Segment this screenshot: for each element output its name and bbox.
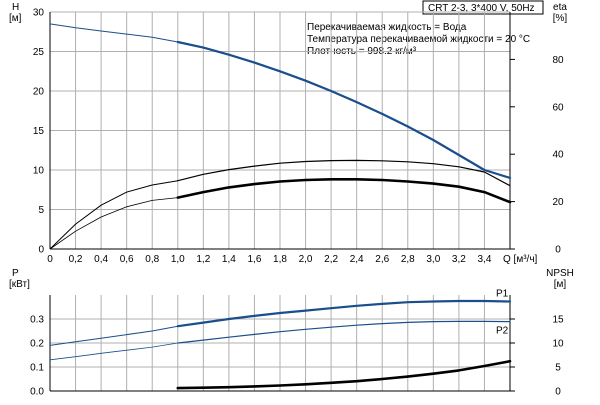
series-0-1-line (177, 159, 511, 187)
series-p1-line-thin (49, 325, 178, 346)
right-axis-name: NPSH (546, 268, 574, 279)
x-tick-label: 3,0 (426, 254, 440, 265)
left-tick-label: 0.1 (30, 363, 44, 374)
left-axis-name: H (12, 2, 19, 13)
right-tick-label: 0 (555, 245, 561, 256)
x-axis-label: Q [м³/ч] (503, 254, 538, 265)
left-tick-label: 25 (33, 47, 45, 58)
x-tick-label: 1,2 (196, 254, 210, 265)
pump-title-box (422, 0, 544, 15)
left-tick-label: 0.3 (30, 315, 44, 326)
info-line-fluid: Перекачиваемая жидкость = Вода (307, 22, 467, 33)
x-tick-label: 2,0 (299, 254, 313, 265)
right-axis-unit: [%] (553, 13, 568, 24)
x-tick-label: 0,2 (69, 254, 83, 265)
info-line-temperature: Температура перекачиваемой жидкости = 20… (307, 34, 530, 45)
series-label-p1: P1 (496, 288, 509, 299)
right-tick-label: 15 (552, 315, 564, 326)
series-0-0-line-thin (49, 23, 178, 43)
left-tick-label: 0.2 (30, 339, 44, 350)
right-axis-name: eta (553, 2, 567, 13)
left-tick-label: 0 (38, 245, 44, 256)
pump-title: CRT 2-3, 3*400 V, 50Hz (428, 3, 535, 14)
x-tick-label: 1,8 (273, 254, 287, 265)
x-tick-label: 0,8 (145, 254, 159, 265)
series-label-p2: P2 (496, 326, 509, 337)
right-tick-label: 5 (555, 363, 561, 374)
series-0-1-line-thin (49, 180, 178, 250)
x-tick-label: 3,2 (452, 254, 466, 265)
left-tick-label: 15 (33, 126, 45, 137)
x-tick-label: 0,4 (94, 254, 108, 265)
left-tick-label: 5 (38, 205, 44, 216)
left-axis-unit: [кВт] (9, 279, 30, 290)
x-tick-label: 3,4 (477, 254, 491, 265)
left-tick-label: 0.0 (30, 387, 44, 398)
x-tick-label: 1,4 (222, 254, 236, 265)
right-tick-label: 0 (555, 387, 561, 398)
series-0-2-line-thin (49, 197, 178, 250)
right-tick-label: 40 (552, 150, 564, 161)
right-axis-unit: [м] (554, 279, 567, 290)
series-0-0-line (176, 40, 512, 179)
right-tick-label: 80 (552, 55, 564, 66)
left-axis-name: P (12, 268, 19, 279)
x-tick-label: 2,8 (401, 254, 415, 265)
left-axis-unit: [м] (9, 13, 22, 24)
x-tick-label: 1,0 (171, 254, 185, 265)
x-tick-label: 0,6 (120, 254, 134, 265)
right-tick-label: 10 (552, 339, 564, 350)
x-tick-label: 1,6 (247, 254, 261, 265)
x-tick-label: 2,2 (324, 254, 338, 265)
x-tick-label: 0 (47, 254, 53, 265)
left-tick-label: 10 (33, 166, 45, 177)
x-tick-label: 2,4 (350, 254, 364, 265)
left-tick-label: 20 (33, 87, 45, 98)
series-p2-line (177, 320, 511, 344)
series-p2-line-thin (49, 342, 178, 361)
right-tick-label: 20 (552, 197, 564, 208)
right-tick-label: 60 (552, 102, 564, 113)
series-p1-line (176, 299, 512, 328)
x-tick-label: 2,6 (375, 254, 389, 265)
left-tick-label: 30 (33, 8, 45, 19)
series-0-2-line (176, 178, 512, 204)
series-1-2-line (176, 359, 512, 390)
